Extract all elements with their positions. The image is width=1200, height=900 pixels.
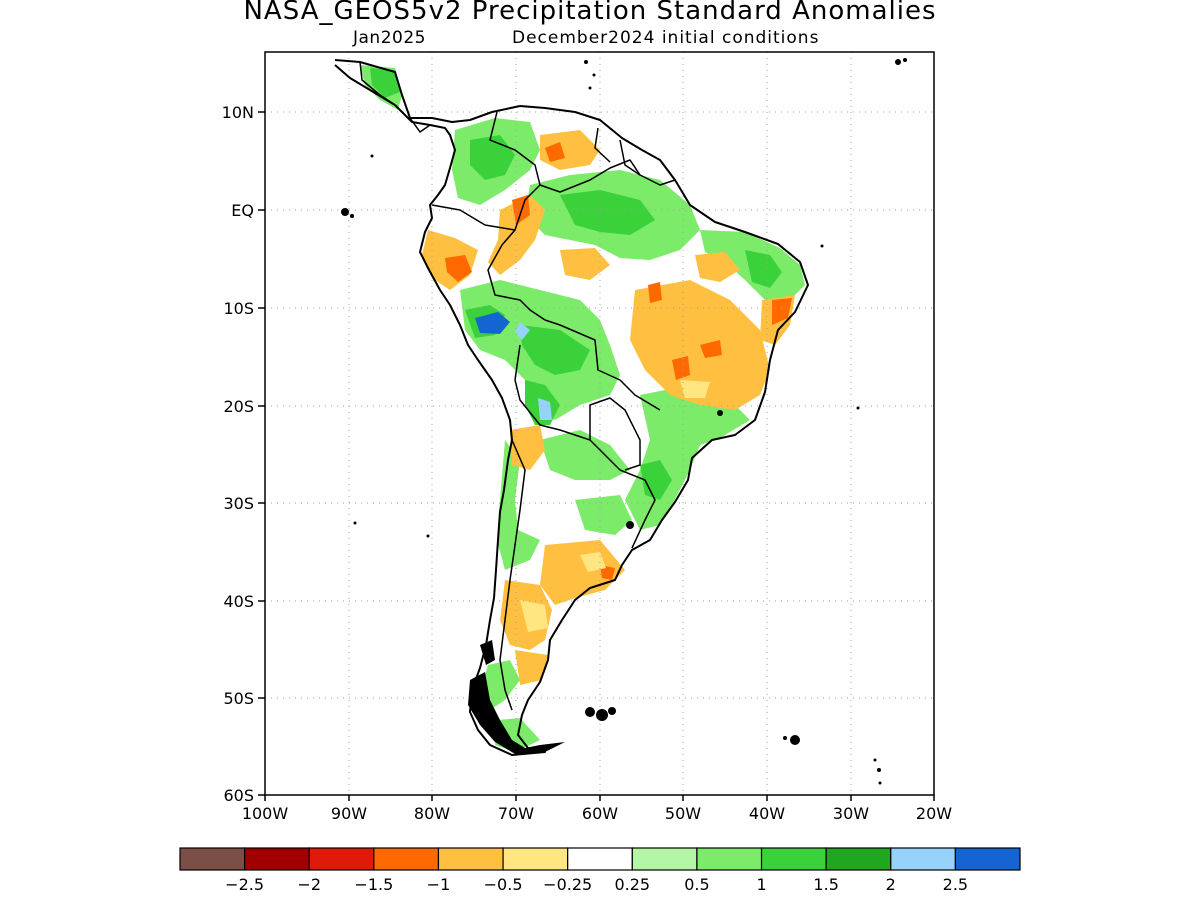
colorbar-labels: −2.5 −2 −1.5 −1 −0.5 −0.25 0.25 0.5 1 1.5 2 2.5 (225, 875, 968, 894)
colorbar-label: 2.5 (943, 875, 968, 894)
lat-tick-label: EQ (231, 201, 254, 220)
strong-wet-anomaly-areas (370, 68, 782, 500)
lon-tick-label: 70W (498, 804, 534, 823)
very-wet-anomaly-areas (475, 312, 552, 420)
colorbar-swatch (373, 847, 440, 871)
longitude-labels: 100W 90W 80W 70W 60W 50W 40W 30W 20W (242, 804, 952, 823)
colorbar-swatch (954, 847, 1021, 871)
map-title: NASA_GEOS5v2 Precipitation Standard Anom… (243, 0, 937, 26)
colorbar-label: −2.5 (225, 875, 264, 894)
lon-tick-label: 40W (749, 804, 785, 823)
colorbar-label: 0.25 (614, 875, 650, 894)
colorbar-label: −2 (297, 875, 321, 894)
colorbar-label: 1.5 (813, 875, 838, 894)
colorbar-label: 2 (886, 875, 896, 894)
lat-tick-label: 20S (223, 397, 254, 416)
colorbar-swatch (567, 847, 633, 871)
lat-tick-label: 10N (222, 103, 254, 122)
colorbar-label: −1 (427, 875, 451, 894)
map-plot-area (265, 52, 934, 795)
strong-dry-anomaly-areas (445, 142, 792, 580)
colorbar-swatch (179, 847, 246, 871)
subtitle: Jan2025 December2024 initial conditions (0, 26, 1200, 48)
colorbar-label: −0.5 (484, 875, 523, 894)
colorbar-swatch (825, 847, 892, 871)
colorbar-label: −0.25 (543, 875, 592, 894)
lon-tick-label: 30W (833, 804, 869, 823)
lon-tick-label: 80W (414, 804, 450, 823)
lon-tick-label: 20W (916, 804, 952, 823)
colorbar-swatch (631, 847, 698, 871)
lat-tick-label: 30S (223, 494, 254, 513)
axis-ticks (258, 111, 935, 801)
colorbar-label: 0.5 (684, 875, 709, 894)
lat-tick-label: 10S (223, 299, 254, 318)
lat-tick-label: 50S (223, 689, 254, 708)
colorbar-swatch (502, 847, 569, 871)
lon-tick-label: 100W (242, 804, 289, 823)
islands (341, 58, 907, 785)
coastline-and-borders (334, 59, 809, 756)
colorbar-swatch (244, 847, 310, 871)
valid-month: Jan2025 (353, 28, 426, 48)
colorbar (179, 847, 1021, 871)
latitude-labels: 10N EQ 10S 20S 30S 40S 50S 60S (222, 103, 254, 805)
colorbar-swatch (696, 847, 763, 871)
lon-tick-label: 50W (665, 804, 701, 823)
wet-anomaly-areas (360, 65, 805, 752)
lon-tick-label: 90W (331, 804, 367, 823)
colorbar-label: 1 (756, 875, 766, 894)
lat-tick-label: 40S (223, 592, 254, 611)
colorbar-swatch (308, 847, 375, 871)
initial-conditions: December2024 initial conditions (512, 28, 820, 48)
colorbar-swatch (760, 847, 827, 871)
slight-dry-anomaly-areas (520, 380, 710, 632)
colorbar-label: −1.5 (354, 875, 393, 894)
colorbar-swatch (437, 847, 504, 871)
lon-tick-label: 60W (582, 804, 618, 823)
lat-tick-label: 60S (223, 786, 254, 805)
colorbar-swatch (890, 847, 956, 871)
